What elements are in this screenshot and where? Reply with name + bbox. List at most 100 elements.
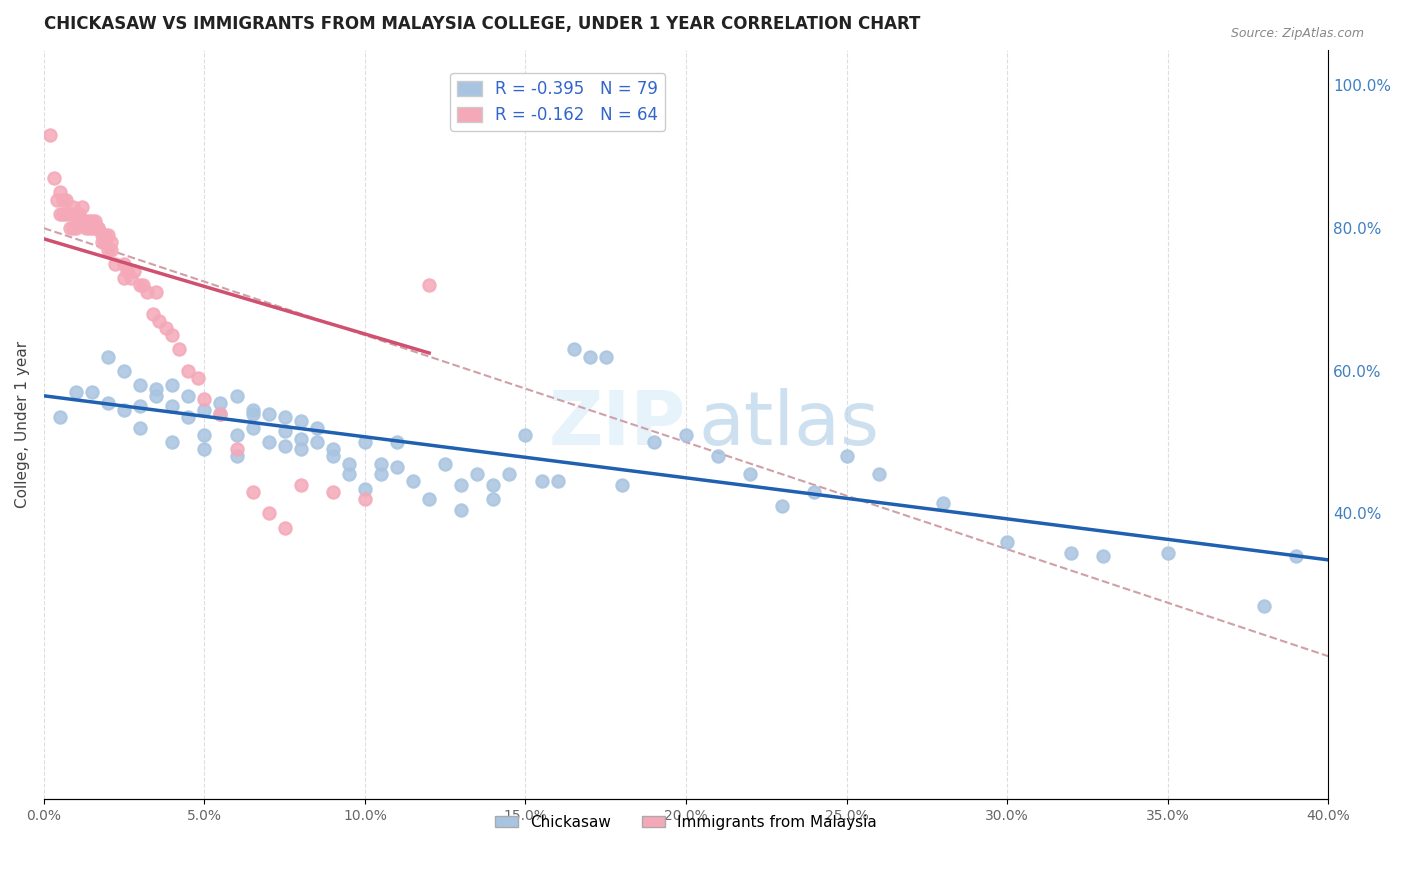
- Point: [132, 278, 155, 293]
- Point: [740, 467, 762, 482]
- Point: [97, 228, 120, 243]
- Point: [112, 271, 135, 285]
- Point: [305, 435, 328, 450]
- Text: Source: ZipAtlas.com: Source: ZipAtlas.com: [1230, 27, 1364, 40]
- Point: [337, 467, 360, 482]
- Point: [135, 285, 157, 300]
- Point: [120, 271, 142, 285]
- Point: [242, 421, 264, 435]
- Point: [290, 442, 312, 457]
- Point: [515, 428, 537, 442]
- Point: [273, 439, 295, 453]
- Point: [482, 478, 505, 492]
- Point: [142, 307, 165, 321]
- Point: [65, 207, 87, 221]
- Point: [225, 450, 247, 464]
- Point: [354, 492, 377, 507]
- Point: [162, 328, 184, 343]
- Point: [482, 492, 505, 507]
- Point: [49, 207, 72, 221]
- Point: [145, 285, 167, 300]
- Point: [242, 403, 264, 417]
- Point: [100, 243, 122, 257]
- Point: [117, 264, 139, 278]
- Text: ZIP: ZIP: [548, 388, 686, 461]
- Point: [112, 403, 135, 417]
- Point: [187, 371, 209, 385]
- Point: [1285, 549, 1308, 564]
- Point: [65, 221, 87, 235]
- Point: [39, 128, 62, 143]
- Point: [547, 475, 569, 489]
- Point: [103, 257, 125, 271]
- Point: [465, 467, 488, 482]
- Point: [62, 221, 84, 235]
- Point: [193, 442, 215, 457]
- Point: [45, 193, 67, 207]
- Point: [80, 221, 103, 235]
- Point: [562, 343, 585, 357]
- Point: [193, 428, 215, 442]
- Point: [84, 214, 107, 228]
- Point: [643, 435, 665, 450]
- Point: [129, 421, 152, 435]
- Point: [290, 432, 312, 446]
- Point: [97, 350, 120, 364]
- Point: [370, 467, 392, 482]
- Point: [72, 214, 94, 228]
- Point: [49, 410, 72, 425]
- Point: [97, 396, 120, 410]
- Point: [257, 407, 280, 421]
- Point: [155, 321, 177, 335]
- Point: [84, 221, 107, 235]
- Point: [62, 200, 84, 214]
- Point: [94, 228, 117, 243]
- Point: [803, 485, 825, 500]
- Point: [385, 460, 408, 475]
- Point: [129, 378, 152, 392]
- Point: [450, 503, 472, 517]
- Point: [55, 193, 77, 207]
- Point: [932, 496, 955, 510]
- Point: [450, 478, 472, 492]
- Point: [868, 467, 890, 482]
- Point: [177, 410, 200, 425]
- Point: [148, 314, 170, 328]
- Y-axis label: College, Under 1 year: College, Under 1 year: [15, 341, 30, 508]
- Point: [72, 200, 94, 214]
- Point: [209, 407, 232, 421]
- Point: [273, 410, 295, 425]
- Point: [530, 475, 553, 489]
- Point: [67, 207, 90, 221]
- Point: [354, 482, 377, 496]
- Point: [58, 207, 80, 221]
- Point: [610, 478, 633, 492]
- Point: [55, 207, 77, 221]
- Point: [52, 193, 75, 207]
- Point: [578, 350, 600, 364]
- Text: CHICKASAW VS IMMIGRANTS FROM MALAYSIA COLLEGE, UNDER 1 YEAR CORRELATION CHART: CHICKASAW VS IMMIGRANTS FROM MALAYSIA CO…: [44, 15, 921, 33]
- Point: [129, 278, 152, 293]
- Point: [995, 535, 1018, 549]
- Point: [162, 378, 184, 392]
- Point: [595, 350, 617, 364]
- Point: [145, 382, 167, 396]
- Point: [242, 407, 264, 421]
- Point: [167, 343, 190, 357]
- Point: [129, 400, 152, 414]
- Point: [112, 257, 135, 271]
- Text: atlas: atlas: [699, 388, 880, 461]
- Point: [273, 521, 295, 535]
- Point: [1156, 546, 1178, 560]
- Point: [145, 389, 167, 403]
- Point: [225, 442, 247, 457]
- Point: [77, 221, 100, 235]
- Point: [370, 457, 392, 471]
- Point: [67, 214, 90, 228]
- Point: [337, 457, 360, 471]
- Point: [65, 385, 87, 400]
- Point: [90, 235, 112, 250]
- Point: [52, 207, 75, 221]
- Point: [193, 392, 215, 407]
- Point: [290, 414, 312, 428]
